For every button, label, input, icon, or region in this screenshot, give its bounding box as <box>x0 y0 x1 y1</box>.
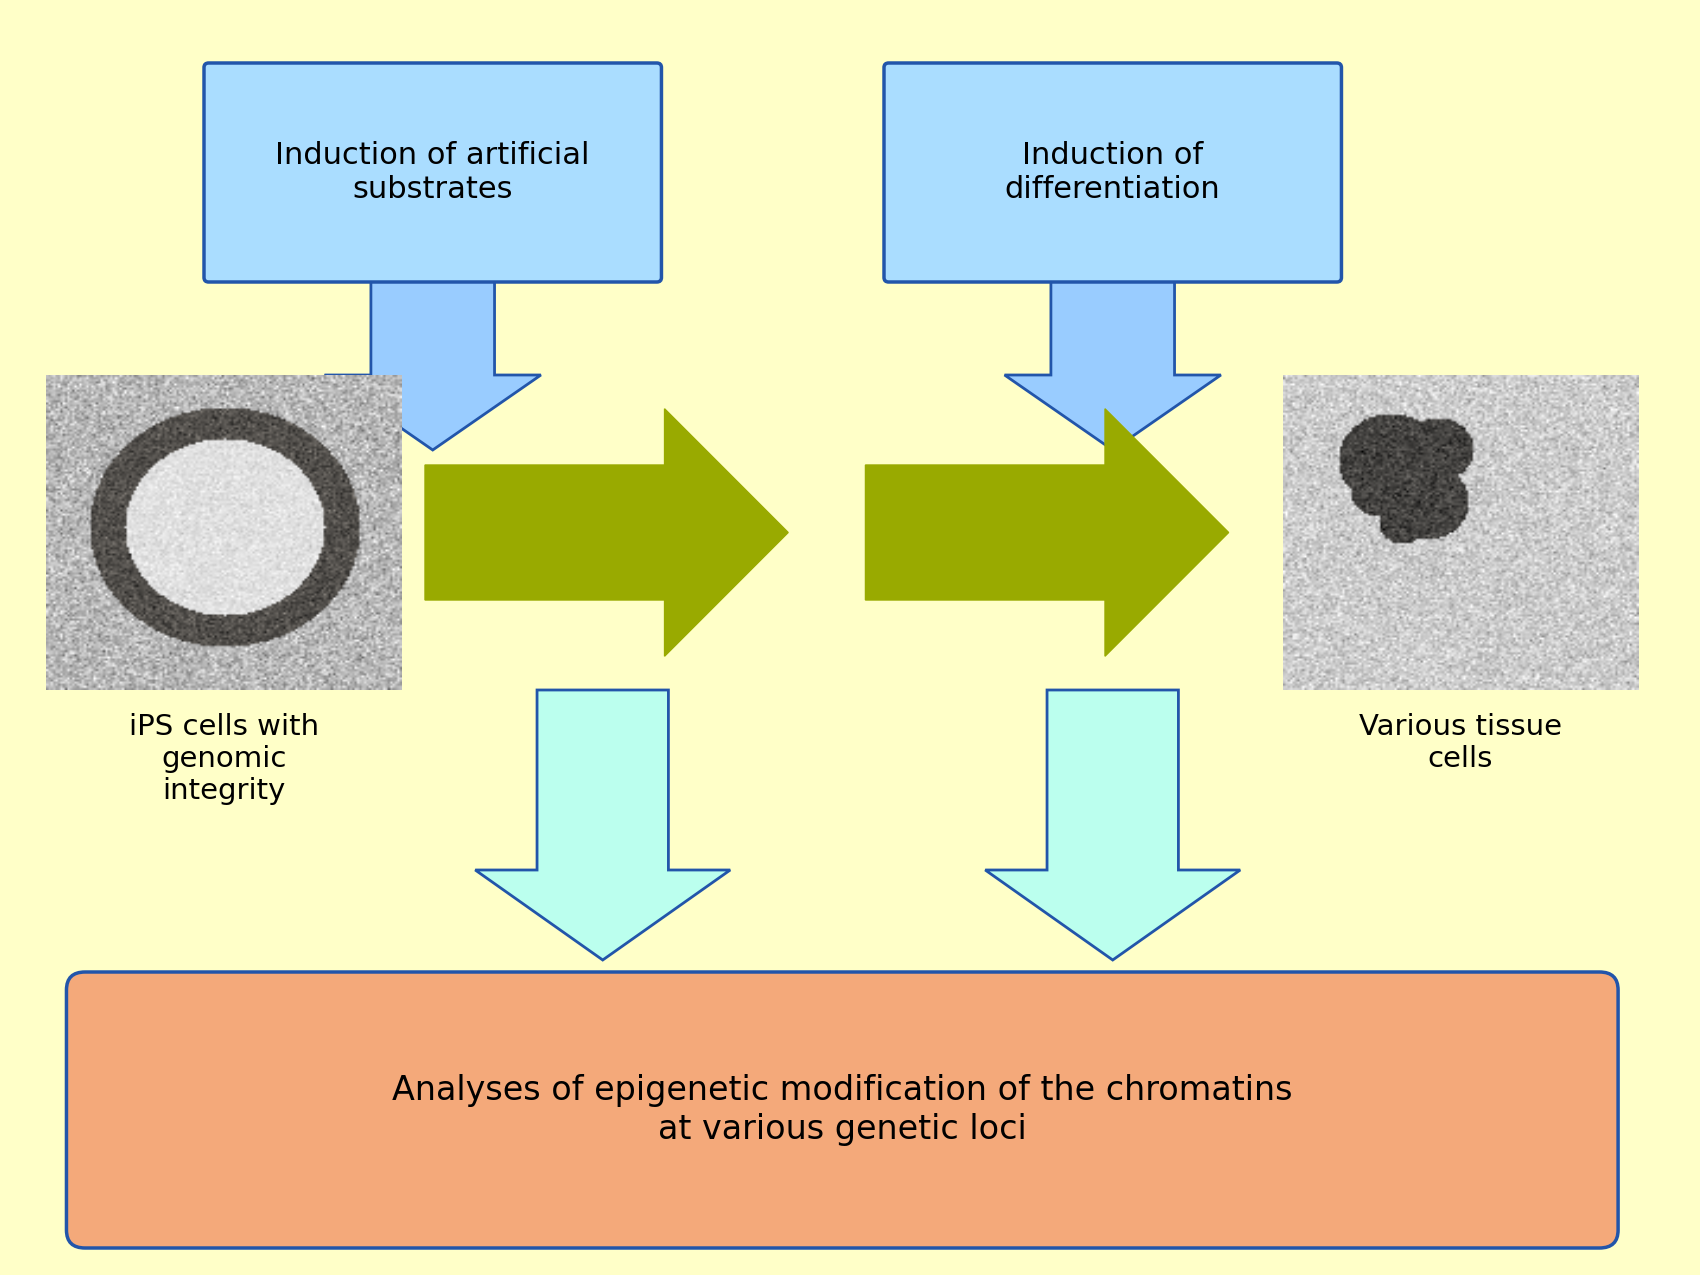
Text: Various tissue
cells: Various tissue cells <box>1358 713 1562 773</box>
FancyBboxPatch shape <box>66 972 1618 1248</box>
FancyBboxPatch shape <box>884 62 1341 282</box>
FancyBboxPatch shape <box>204 62 661 282</box>
Polygon shape <box>986 690 1241 960</box>
Text: iPS cells with
genomic
integrity: iPS cells with genomic integrity <box>129 713 320 806</box>
Polygon shape <box>476 690 731 960</box>
Polygon shape <box>865 409 1229 657</box>
Polygon shape <box>325 278 541 450</box>
Polygon shape <box>425 409 789 657</box>
Text: Induction of
differentiation: Induction of differentiation <box>1005 142 1221 204</box>
Text: Analyses of epigenetic modification of the chromatins
at various genetic loci: Analyses of epigenetic modification of t… <box>393 1075 1292 1146</box>
Polygon shape <box>1005 278 1221 450</box>
Text: Induction of artificial
substrates: Induction of artificial substrates <box>275 142 590 204</box>
